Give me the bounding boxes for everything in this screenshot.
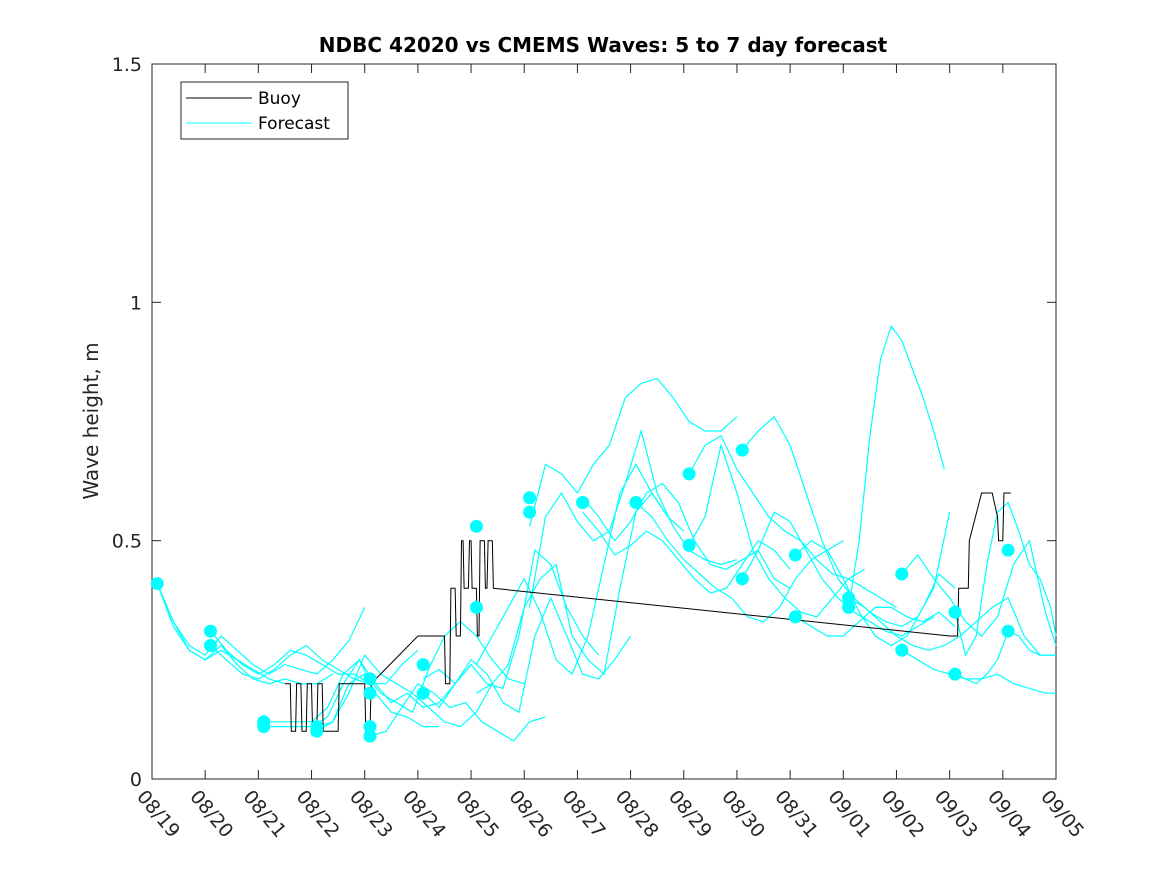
x-tick-label: 08/23 [345,786,397,842]
forecast-line-1 [156,583,366,675]
forecast-marker [682,538,696,552]
forecast-marker [523,491,537,505]
y-tick-label: 1.5 [112,54,142,76]
forecast-marker [310,724,324,738]
x-tick-label: 08/26 [504,786,556,842]
forecast-marker [948,605,962,619]
forecast-marker [1001,624,1015,638]
forecast-line-17 [582,482,791,589]
y-tick-label: 0 [130,769,142,791]
forecast-marker [682,467,696,481]
forecast-marker [842,600,856,614]
y-tick-label: 1 [130,292,142,314]
forecast-marker [895,567,909,581]
x-tick-label: 09/05 [1036,786,1088,842]
forecast-marker [469,600,483,614]
forecast-marker [788,610,802,624]
x-tick-label: 08/30 [717,786,769,842]
forecast-line-16 [529,428,738,608]
forecast-marker [895,643,909,657]
chart-title: NDBC 42020 vs CMEMS Waves: 5 to 7 day fo… [319,33,888,57]
forecast-marker [363,686,377,700]
forecast-marker [842,591,856,605]
forecast-line-23 [741,511,935,637]
y-tick-label: 0.5 [112,531,142,553]
forecast-marker [416,658,430,672]
forecast-line-11 [422,549,600,690]
forecast-line-13 [475,463,685,676]
forecast-marker [629,496,643,509]
x-tick-label: 09/03 [930,786,982,842]
forecast-line-20 [688,434,897,608]
forecast-marker [788,548,802,562]
x-tick-label: 08/27 [558,786,610,842]
forecast-line-22 [741,415,951,628]
forecast-line-15 [529,377,738,527]
forecast-marker [257,720,271,734]
legend-box [180,81,349,140]
forecast-line-26 [848,324,945,608]
forecast-marker [204,624,217,638]
x-tick-label: 08/20 [185,786,237,842]
forecast-marker [416,686,430,700]
x-tick-label: 09/01 [823,786,875,842]
forecast-marker [735,443,749,457]
x-tick-label: 08/24 [398,786,450,842]
x-tick-label: 08/22 [292,786,344,842]
x-tick-label: 08/25 [451,786,503,842]
forecast-marker [204,639,217,652]
forecast-line-27 [848,597,1056,656]
forecast-marker [150,577,164,591]
x-tick-label: 08/29 [664,786,716,842]
forecast-marker [1001,543,1015,557]
forecast-line-7 [263,658,440,728]
forecast-line-24 [795,539,956,647]
forecast-marker [363,672,377,686]
plot-area: 08/19 08/20 08/21 08/22 08/23 08/24 08/25 08/26… [112,54,1088,842]
x-tick-label: 09/02 [877,786,929,842]
x-tick-label: 08/21 [239,786,291,842]
forecast-line-30 [954,501,1057,657]
forecast-line-19 [635,502,844,623]
x-tick-label: 08/31 [770,786,822,842]
forecast-marker [523,505,537,519]
forecast-line-18 [582,511,791,594]
axes-box [151,63,1057,780]
legend: Buoy Forecast [180,81,349,140]
forecast-line-5 [210,644,419,685]
legend-forecast-label: Forecast [258,114,330,134]
y-axis-label: Wave height, m [79,342,103,499]
forecast-line-12 [422,596,632,714]
forecast-marker [363,720,377,734]
forecast-line-8 [316,653,493,732]
x-tick-label: 08/28 [611,786,663,842]
series-layer [150,324,1057,743]
forecast-line-10 [369,682,546,742]
forecast-marker [735,572,749,586]
x-tick-label: 09/04 [983,786,1035,842]
forecast-line-3 [156,583,334,685]
forecast-marker [576,496,590,509]
forecast-line-25 [795,606,956,637]
forecast-marker [363,729,377,743]
forecast-marker [469,519,483,533]
forecast-marker [948,667,962,681]
legend-buoy-label: Buoy [258,89,301,109]
forecast-line-6 [263,658,472,723]
forecast-line-28 [901,539,1057,646]
x-tick-label: 08/19 [132,786,184,842]
